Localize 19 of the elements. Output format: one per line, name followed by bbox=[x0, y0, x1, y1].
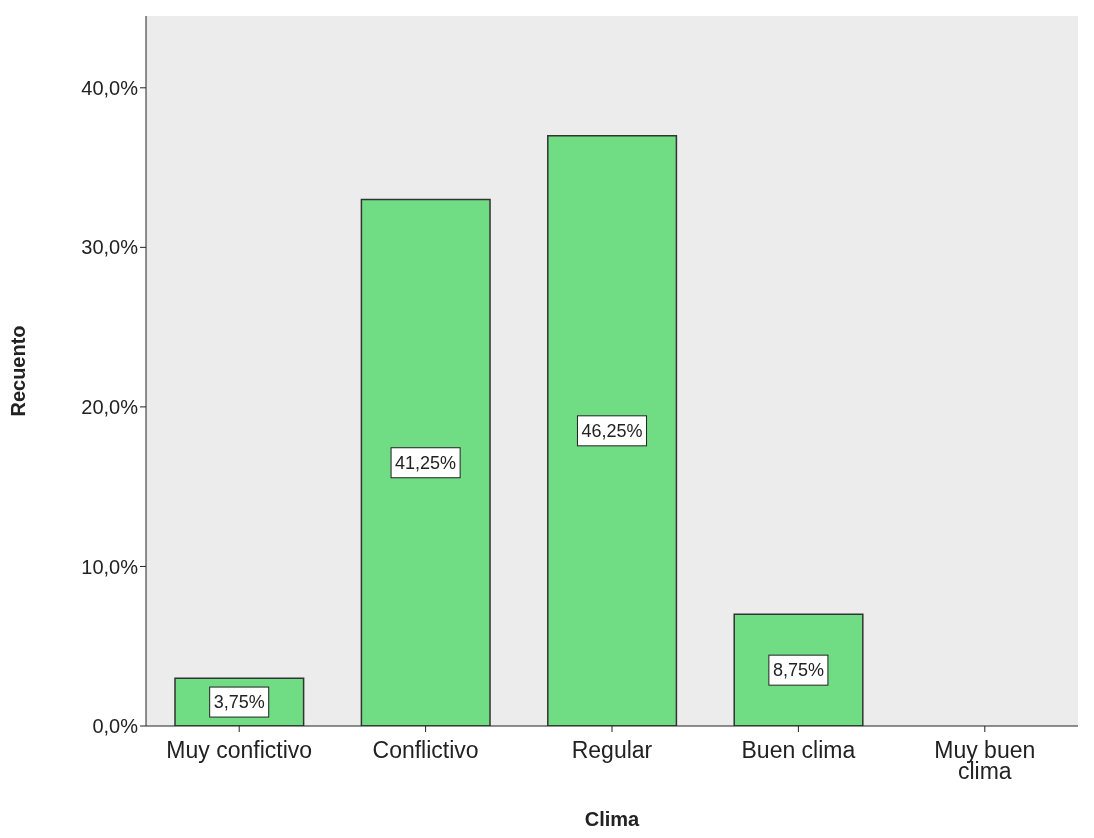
annotation: 41,25% bbox=[395, 452, 457, 473]
annotation: 8,75% bbox=[772, 660, 824, 681]
annotation: 3,75% bbox=[213, 692, 265, 713]
y-tick-label: 0,0% bbox=[92, 715, 139, 738]
y-axis-title: Recuento bbox=[7, 325, 30, 417]
x-tick-label: Muy buen clima bbox=[934, 737, 1036, 784]
bar bbox=[547, 134, 678, 726]
y-tick-label: 30,0% bbox=[81, 236, 139, 259]
y-tick-label: 10,0% bbox=[81, 555, 139, 578]
annotation: 46,25% bbox=[581, 420, 643, 441]
x-tick-label: Conflictivo bbox=[372, 737, 479, 763]
y-tick-label: 20,0% bbox=[81, 396, 139, 418]
x-axis-title: Clima bbox=[584, 808, 641, 830]
bar bbox=[360, 198, 491, 726]
x-tick-label: Muy confictivo bbox=[166, 737, 313, 763]
bar bbox=[733, 613, 864, 726]
x-tick-label: Regular bbox=[571, 737, 653, 763]
x-tick-label: Buen clima bbox=[741, 737, 856, 763]
y-tick-label: 40,0% bbox=[81, 76, 139, 99]
